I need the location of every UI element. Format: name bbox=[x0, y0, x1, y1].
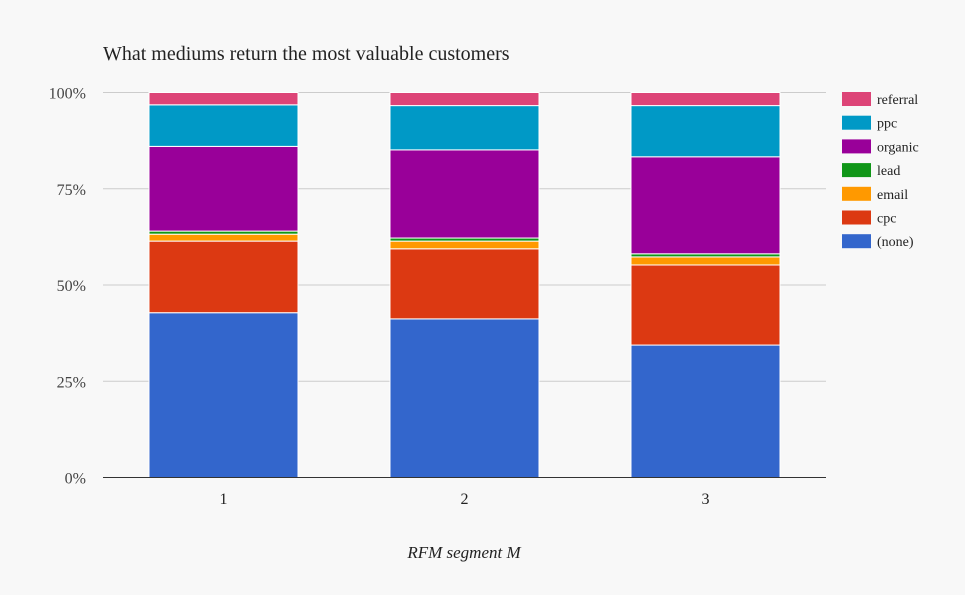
bar-segment-none-2 bbox=[389, 318, 540, 478]
legend-swatch bbox=[842, 210, 871, 225]
bar-segment-referral-2 bbox=[389, 92, 540, 107]
x-tick-label: 2 bbox=[461, 491, 469, 508]
x-tick-label: 3 bbox=[702, 491, 710, 508]
legend-swatch bbox=[842, 186, 871, 201]
bar-segment-none-3 bbox=[630, 344, 781, 478]
bar-segment-cpc-3 bbox=[630, 264, 781, 346]
x-axis-title: RFM segment M bbox=[406, 543, 521, 562]
x-tick-labels: 1 2 3 bbox=[220, 491, 710, 508]
bar-segment-organic-3 bbox=[630, 156, 781, 255]
bar-segment-ppc-1 bbox=[148, 104, 299, 147]
legend-label: (none) bbox=[877, 235, 914, 250]
y-tick-labels: 0% 25% 50% 75% 100% bbox=[49, 86, 86, 488]
bar-segment-email-2 bbox=[389, 240, 540, 250]
legend-label: ppc bbox=[877, 117, 897, 132]
y-tick-label: 75% bbox=[57, 182, 86, 199]
bar-segment-ppc-2 bbox=[389, 105, 540, 151]
y-tick-label: 25% bbox=[57, 374, 86, 391]
bar-segment-referral-1 bbox=[148, 92, 299, 106]
legend: referral ppc organic lead email cpc (none) bbox=[842, 92, 919, 250]
legend-label: organic bbox=[877, 140, 919, 155]
legend-label: lead bbox=[877, 164, 900, 179]
y-tick-label: 50% bbox=[57, 278, 86, 295]
chart-title: What mediums return the most valuable cu… bbox=[103, 43, 510, 65]
legend-label: cpc bbox=[877, 212, 896, 227]
bar-segment-ppc-3 bbox=[630, 105, 781, 158]
bar-segment-organic-1 bbox=[148, 145, 299, 232]
y-tick-label: 100% bbox=[49, 86, 86, 103]
bar-segment-cpc-2 bbox=[389, 248, 540, 320]
legend-swatch bbox=[842, 92, 871, 106]
bar-segment-referral-3 bbox=[630, 92, 781, 107]
x-tick-label: 1 bbox=[220, 491, 228, 508]
legend-swatch bbox=[842, 115, 871, 130]
bar-segment-email-1 bbox=[148, 233, 299, 242]
legend-swatch bbox=[842, 139, 871, 154]
legend-swatch bbox=[842, 163, 871, 178]
y-tick-label: 0% bbox=[65, 471, 86, 488]
bars bbox=[148, 92, 781, 478]
legend-swatch bbox=[842, 234, 871, 249]
bar-segment-organic-2 bbox=[389, 149, 540, 239]
bar-segment-cpc-1 bbox=[148, 240, 299, 314]
bar-segment-email-3 bbox=[630, 256, 781, 266]
bar-segment-none-1 bbox=[148, 312, 299, 478]
legend-label: email bbox=[877, 188, 908, 203]
legend-label: referral bbox=[877, 93, 918, 108]
